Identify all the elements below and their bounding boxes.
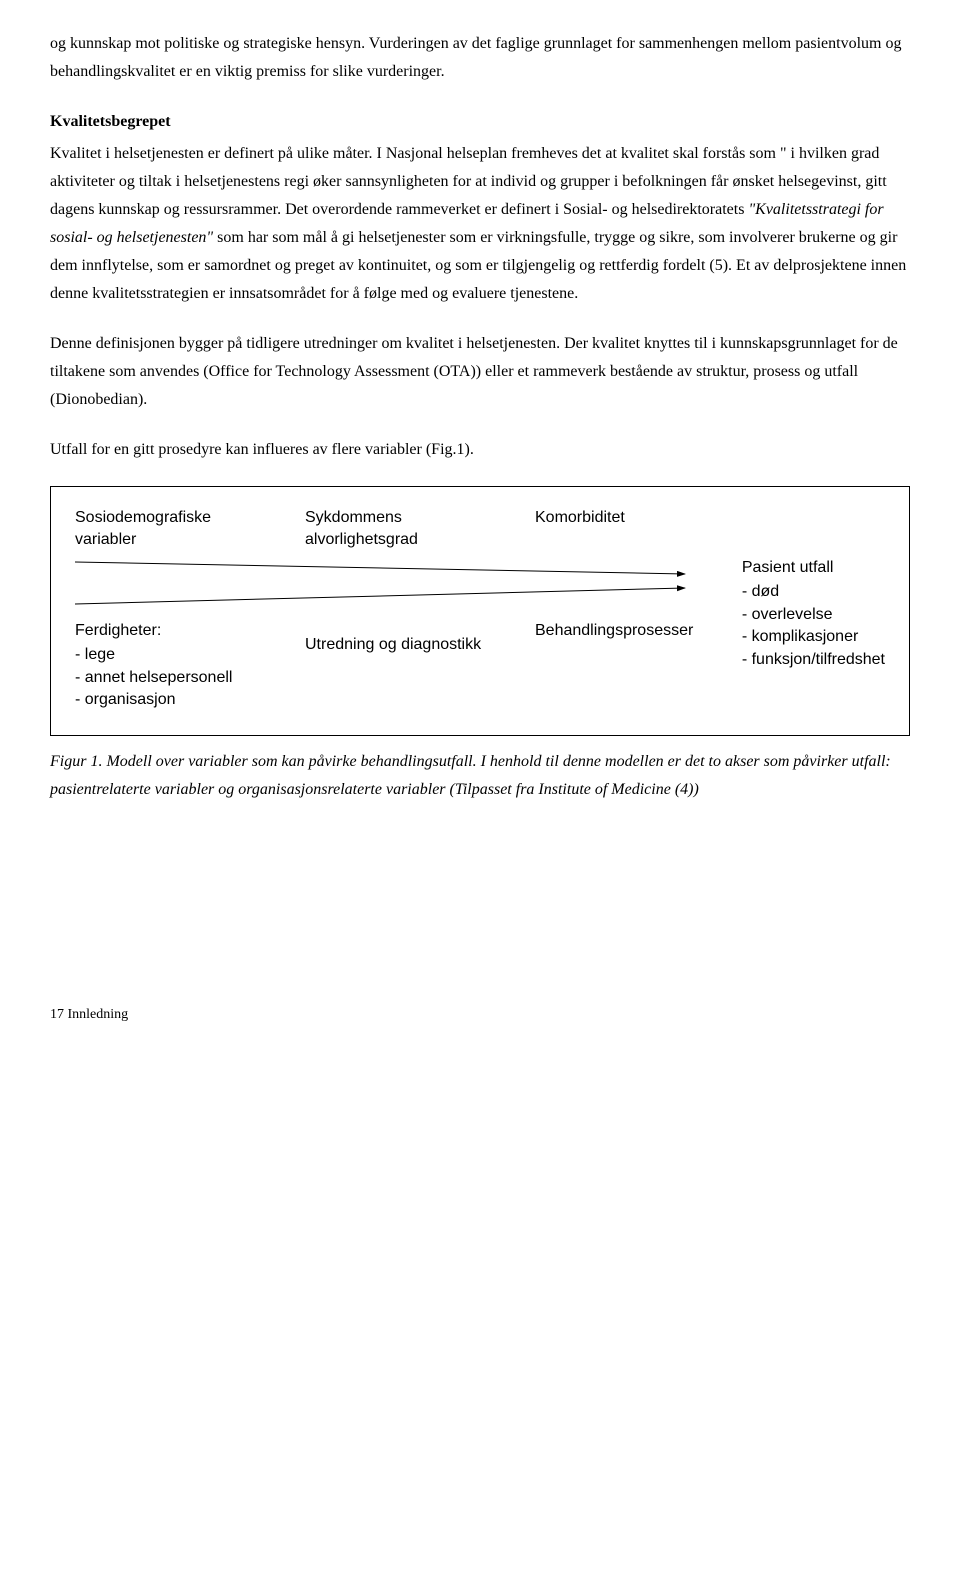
fig-skills: Ferdigheter: lege annet helsepersonell o… (75, 620, 275, 712)
page-footer: 17 Innledning (50, 1003, 910, 1028)
paragraph-utfall: Utfall for en gitt prosedyre kan influer… (50, 436, 910, 464)
fig-skills-list: lege annet helsepersonell organisasjon (75, 644, 275, 711)
fig-outcome-block: Pasient utfall død overlevelse komplikas… (742, 557, 885, 671)
figure-top-row: Sosiodemografiske variabler Sykdommens a… (75, 507, 885, 552)
list-item: lege (75, 644, 275, 666)
figure-1-box: Sosiodemografiske variabler Sykdommens a… (50, 486, 910, 736)
fig-treatment: Behandlingsprosesser (535, 620, 695, 642)
list-item: funksjon/tilfredshet (742, 649, 885, 671)
paragraph-definisjon: Denne definisjonen bygger på tidligere u… (50, 330, 910, 414)
fig-comorbidity: Komorbiditet (535, 507, 695, 529)
fig-outcome-list: død overlevelse komplikasjoner funksjon/… (742, 581, 885, 671)
list-item: død (742, 581, 885, 603)
paragraph-kvalitet: Kvalitet i helsetjenesten er definert på… (50, 140, 910, 308)
fig-sociodemographic: Sosiodemografiske variabler (75, 507, 275, 552)
heading-kvalitetsbegrepet: Kvalitetsbegrepet (50, 108, 910, 136)
list-item: komplikasjoner (742, 626, 885, 648)
fig-severity: Sykdommens alvorlighetsgrad (305, 507, 505, 552)
figure-arrows (75, 554, 695, 610)
paragraph-intro: og kunnskap mot politiske og strategiske… (50, 30, 910, 86)
list-item: annet helsepersonell (75, 667, 275, 689)
fig-diagnostics: Utredning og diagnostikk (305, 620, 505, 656)
list-item: overlevelse (742, 604, 885, 626)
fig-outcome-title: Pasient utfall (742, 557, 885, 579)
figure-1-caption: Figur 1. Modell over variabler som kan p… (50, 748, 910, 802)
list-item: organisasjon (75, 689, 275, 711)
fig-skills-label: Ferdigheter: (75, 620, 275, 642)
